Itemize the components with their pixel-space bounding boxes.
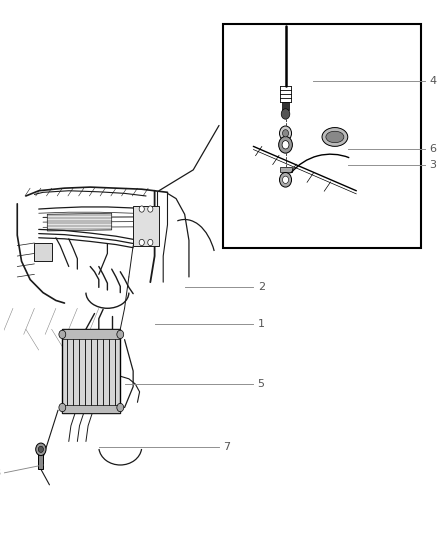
Circle shape: [139, 206, 144, 212]
Circle shape: [279, 136, 293, 153]
Text: 1: 1: [258, 319, 265, 329]
Circle shape: [117, 330, 124, 338]
Circle shape: [148, 206, 153, 212]
Circle shape: [38, 446, 43, 453]
Circle shape: [59, 403, 66, 411]
Text: 4: 4: [429, 76, 436, 86]
Circle shape: [281, 109, 290, 119]
Circle shape: [117, 403, 124, 411]
Text: 5: 5: [258, 379, 265, 389]
Circle shape: [279, 126, 292, 141]
Circle shape: [283, 176, 289, 183]
Circle shape: [139, 239, 144, 246]
Polygon shape: [133, 206, 159, 246]
Polygon shape: [62, 329, 120, 338]
Polygon shape: [47, 213, 112, 231]
Text: 7: 7: [223, 442, 230, 451]
Circle shape: [283, 130, 289, 137]
Polygon shape: [38, 451, 43, 469]
Text: 3: 3: [429, 160, 436, 169]
Polygon shape: [62, 405, 120, 413]
Polygon shape: [35, 243, 52, 261]
Text: 6: 6: [429, 144, 436, 154]
Circle shape: [59, 330, 66, 338]
Circle shape: [282, 141, 289, 149]
Circle shape: [279, 173, 292, 187]
Polygon shape: [62, 329, 120, 413]
Bar: [223, 23, 421, 248]
Text: 2: 2: [258, 282, 265, 293]
Ellipse shape: [326, 131, 344, 143]
Circle shape: [148, 239, 153, 246]
Ellipse shape: [322, 127, 348, 147]
Polygon shape: [282, 102, 290, 110]
Circle shape: [36, 443, 46, 456]
Polygon shape: [279, 167, 292, 173]
